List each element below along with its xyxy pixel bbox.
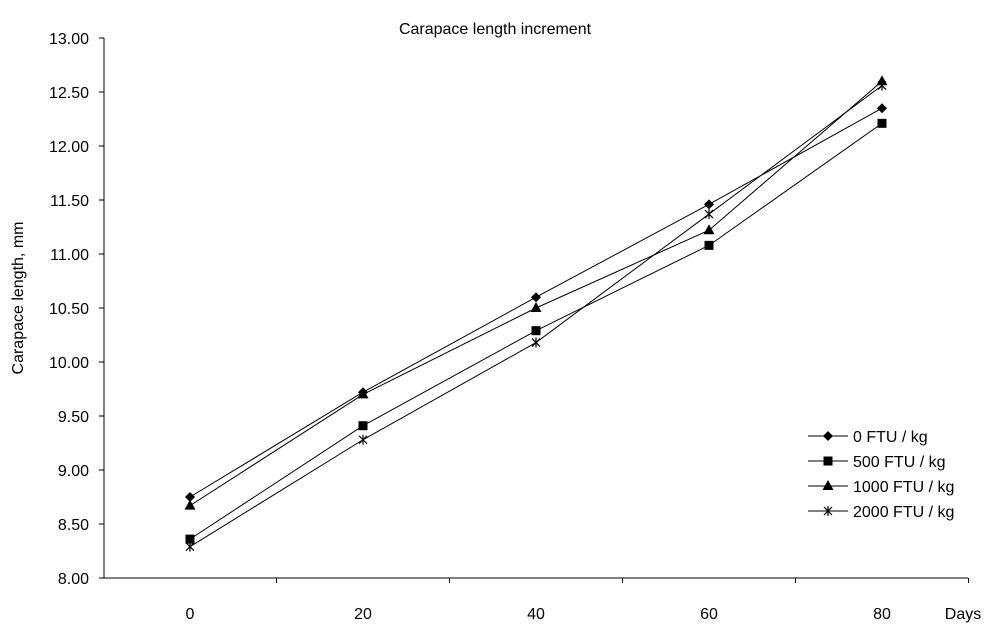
data-point <box>531 292 541 303</box>
series-3 <box>185 80 887 552</box>
series-line <box>189 85 883 548</box>
legend-marker <box>823 431 833 441</box>
y-tick-label: 11.00 <box>50 247 89 264</box>
data-point <box>877 118 887 128</box>
legend-label: 500 FTU / kg <box>853 454 945 471</box>
legend-label: 2000 FTU / kg <box>853 504 954 521</box>
legend-marker <box>823 506 833 516</box>
data-point <box>877 80 887 91</box>
y-tick-label: 10.50 <box>49 301 89 318</box>
y-tick-label: 12.50 <box>49 85 89 102</box>
data-point <box>704 240 714 250</box>
data-point <box>185 541 195 552</box>
legend-item-2: 1000 FTU / kg <box>808 479 954 496</box>
data-point <box>185 492 195 502</box>
legend-item-3: 2000 FTU / kg <box>808 504 954 521</box>
legend-marker <box>822 480 834 490</box>
x-tick-label: 20 <box>354 606 372 623</box>
data-point <box>357 388 369 399</box>
legend-item-0: 0 FTU / kg <box>808 429 928 446</box>
data-point <box>877 103 887 114</box>
series-layer <box>184 75 888 552</box>
x-tick-label: 80 <box>873 606 891 623</box>
y-tick-label: 8.00 <box>58 571 89 588</box>
y-tick-label: 8.50 <box>58 517 89 534</box>
legend: 0 FTU / kg 500 FTU / kg 1000 FTU / kg 2000 … <box>808 429 954 521</box>
y-axis-title: Carapace length, mm <box>10 222 27 375</box>
data-point <box>531 326 541 336</box>
chart-title: Carapace length increment <box>399 21 592 38</box>
data-point <box>704 209 714 220</box>
y-tick-label: 11.50 <box>50 193 89 210</box>
data-point <box>531 337 541 348</box>
legend-marker <box>823 456 833 466</box>
series-2 <box>184 75 888 510</box>
x-tick-label: 40 <box>527 606 545 623</box>
data-point <box>358 421 368 431</box>
y-tick-label: 10.00 <box>49 355 89 372</box>
y-tick-label: 9.00 <box>58 463 89 480</box>
data-point <box>530 302 542 312</box>
data-point <box>703 224 715 235</box>
legend-label: 1000 FTU / kg <box>853 479 954 496</box>
data-point <box>704 199 714 210</box>
x-axis-title: Days <box>945 606 981 623</box>
y-tick-label: 12.00 <box>49 139 89 156</box>
data-point <box>358 434 368 445</box>
x-tick-label: 0 <box>186 606 195 623</box>
series-1 <box>185 118 887 544</box>
legend-item-1: 500 FTU / kg <box>808 454 945 471</box>
legend-label: 0 FTU / kg <box>853 429 928 446</box>
axes: 8.00 8.50 9.00 9.50 10.00 10.50 11.00 11.50 12.0… <box>49 31 969 623</box>
data-point <box>185 534 195 544</box>
y-tick-label: 13.00 <box>49 31 89 48</box>
data-point <box>184 499 196 510</box>
y-tick-label: 9.50 <box>58 409 89 426</box>
x-tick-label: 60 <box>700 606 718 623</box>
